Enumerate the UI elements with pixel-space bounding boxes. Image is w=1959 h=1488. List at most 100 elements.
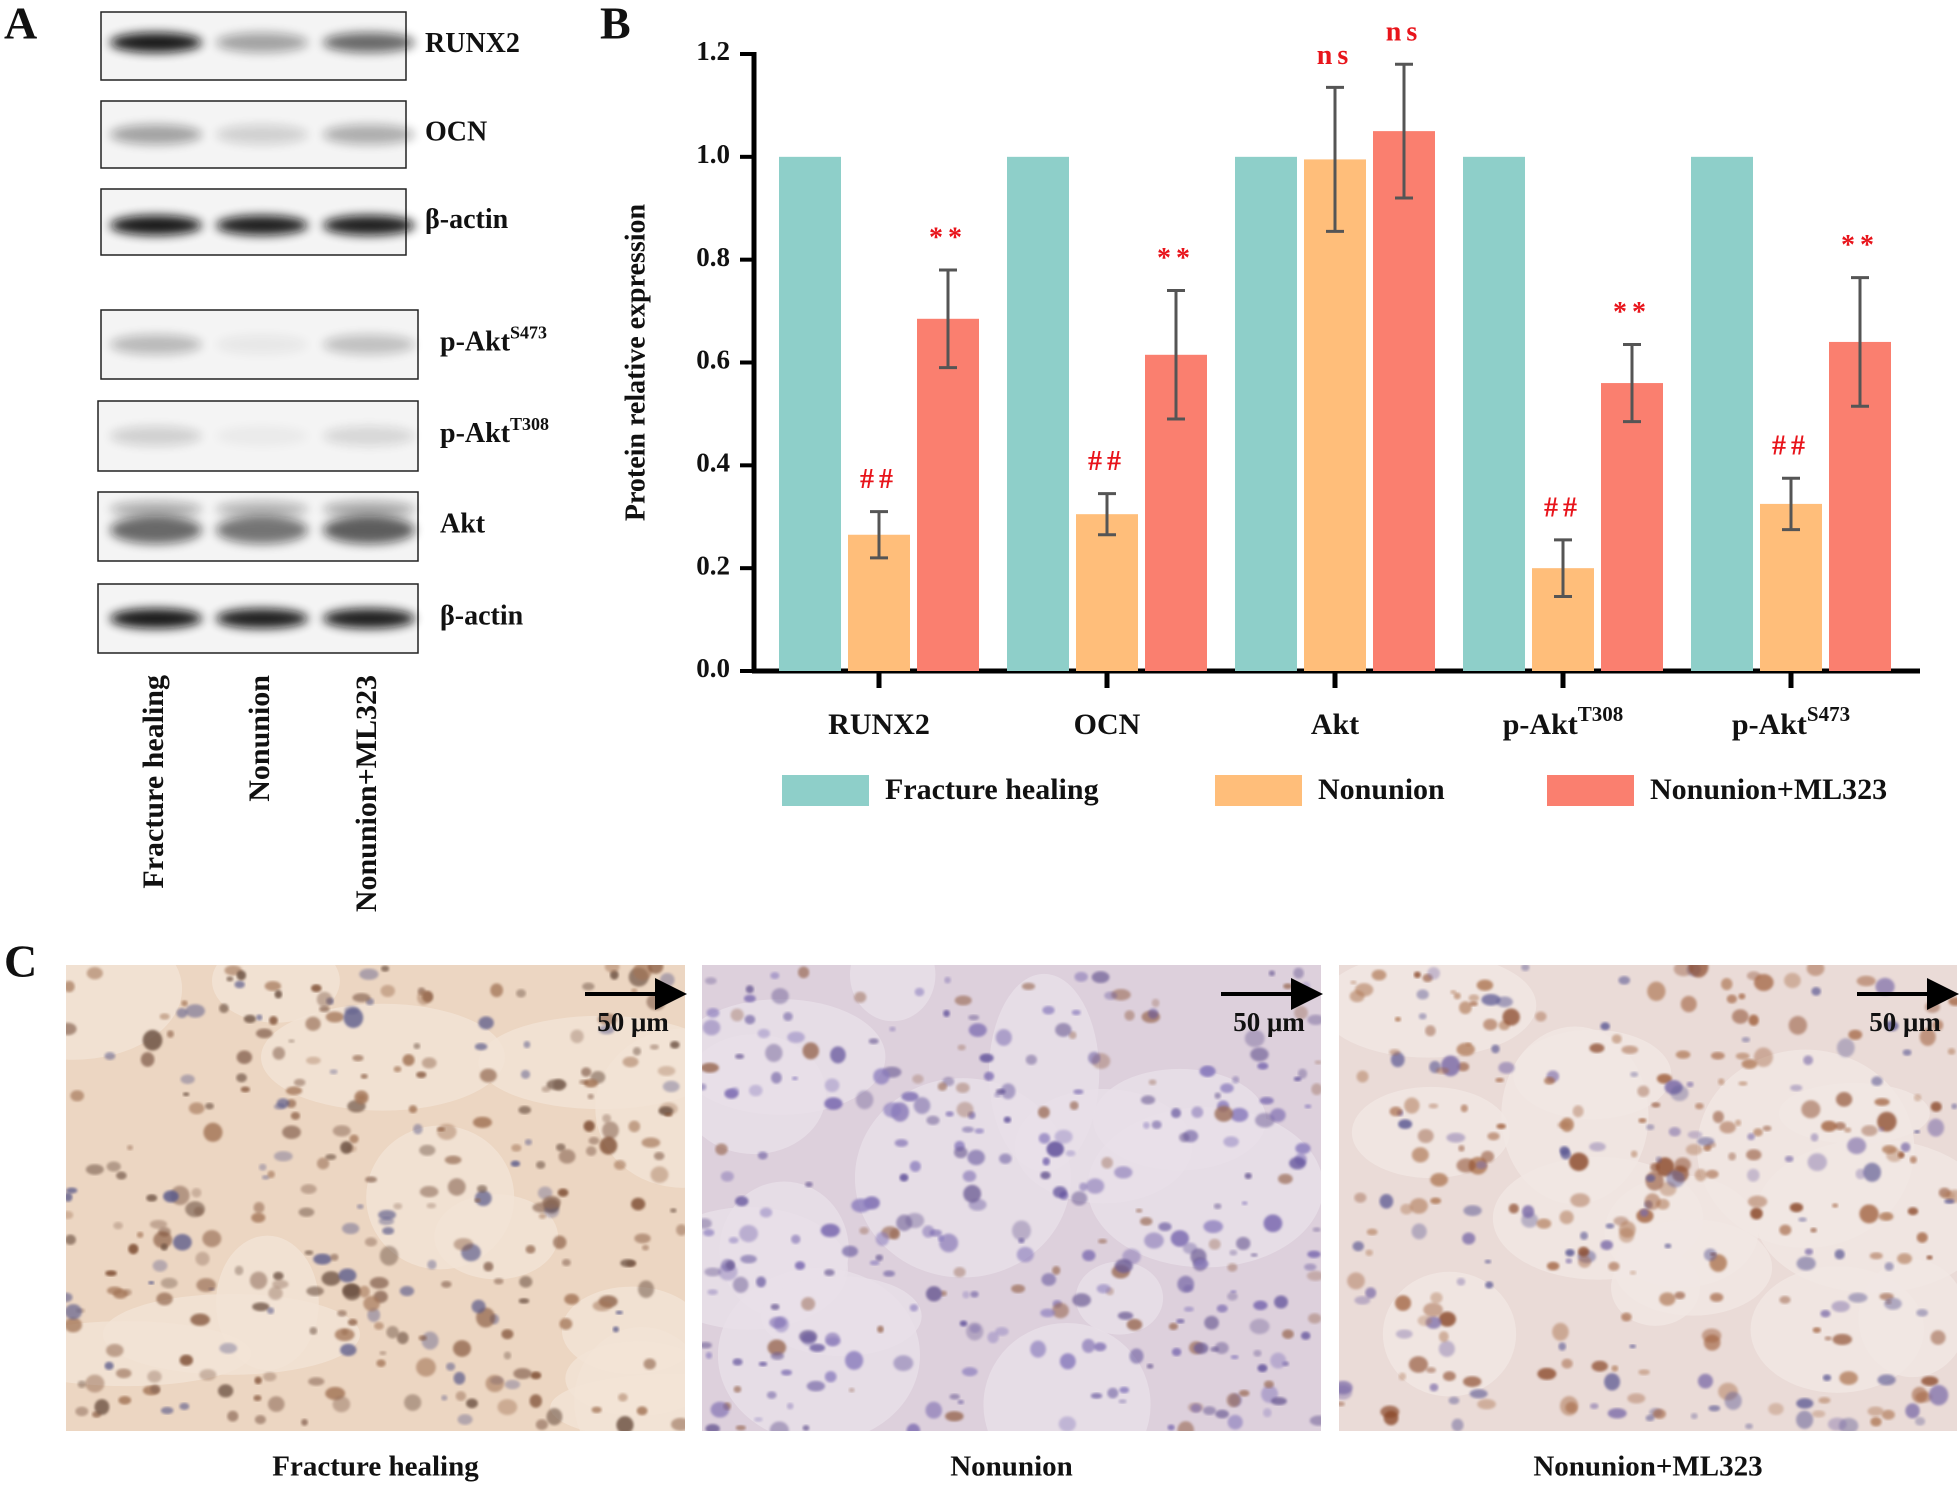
cell bbox=[702, 1019, 721, 1036]
error-bar bbox=[1554, 538, 1572, 598]
cell bbox=[1709, 1292, 1724, 1302]
tissue-patch bbox=[1613, 1219, 1773, 1316]
cell bbox=[524, 1138, 533, 1146]
cell bbox=[564, 1293, 580, 1305]
cell bbox=[1928, 1384, 1949, 1406]
cell bbox=[730, 1008, 744, 1022]
cell bbox=[1902, 1049, 1912, 1056]
cell bbox=[770, 1303, 780, 1310]
cell bbox=[86, 967, 103, 980]
cell bbox=[1011, 1284, 1026, 1294]
cell bbox=[1438, 1340, 1455, 1357]
cell bbox=[957, 1044, 966, 1051]
cell bbox=[1253, 1349, 1262, 1357]
cell bbox=[258, 1163, 267, 1171]
cell bbox=[319, 1006, 330, 1013]
significance-label: ** bbox=[1613, 297, 1651, 328]
cell bbox=[1468, 994, 1480, 1002]
cell bbox=[147, 1370, 162, 1383]
blot-band bbox=[110, 215, 202, 236]
cell bbox=[1788, 1015, 1808, 1035]
cell bbox=[1249, 1318, 1270, 1335]
cell bbox=[1167, 1424, 1175, 1431]
cell bbox=[1629, 1344, 1637, 1349]
cell bbox=[824, 1371, 837, 1383]
cell bbox=[995, 1029, 1012, 1046]
cell bbox=[148, 1280, 155, 1285]
cell bbox=[503, 1351, 512, 1360]
cell bbox=[664, 1112, 673, 1117]
cell bbox=[1668, 1127, 1681, 1137]
cell bbox=[1721, 978, 1733, 991]
cell bbox=[516, 989, 526, 998]
cell bbox=[1591, 1360, 1608, 1372]
cell bbox=[523, 1041, 531, 1049]
cell bbox=[66, 1022, 77, 1036]
cell bbox=[127, 1144, 134, 1151]
cell bbox=[1618, 975, 1631, 985]
cell bbox=[1637, 1085, 1650, 1097]
cell bbox=[602, 1121, 619, 1140]
cell bbox=[447, 1178, 466, 1196]
cell bbox=[710, 1401, 730, 1418]
cell bbox=[325, 1154, 337, 1160]
cell bbox=[1789, 1202, 1804, 1213]
cell bbox=[659, 972, 675, 987]
cell bbox=[1435, 1067, 1450, 1075]
blot-label-main: β-actin bbox=[425, 204, 509, 235]
cell bbox=[1745, 1423, 1753, 1430]
cell bbox=[1835, 1092, 1853, 1107]
cell bbox=[1753, 1047, 1773, 1068]
cell bbox=[472, 1116, 492, 1128]
cell bbox=[1456, 1277, 1466, 1286]
cell bbox=[85, 1164, 104, 1175]
cell bbox=[1171, 1347, 1182, 1357]
cell bbox=[1456, 1042, 1475, 1057]
cell bbox=[1798, 1217, 1807, 1222]
image-caption: Nonunion+ML323 bbox=[1533, 1451, 1762, 1483]
cell bbox=[1380, 1405, 1400, 1418]
cell bbox=[1003, 1116, 1012, 1123]
cell bbox=[1847, 1137, 1867, 1155]
cell bbox=[1068, 1031, 1077, 1040]
cell bbox=[1498, 1061, 1515, 1074]
cell bbox=[427, 1259, 437, 1270]
cell bbox=[999, 1153, 1012, 1164]
cell bbox=[1114, 1258, 1133, 1273]
cell bbox=[1796, 1410, 1814, 1429]
cell bbox=[797, 966, 810, 979]
cell bbox=[962, 1290, 970, 1299]
cell bbox=[1811, 987, 1821, 996]
cell bbox=[396, 1331, 409, 1345]
cell bbox=[1951, 1103, 1957, 1110]
cell bbox=[160, 1277, 178, 1289]
cell bbox=[1570, 1193, 1590, 1208]
cell bbox=[636, 1406, 648, 1416]
cell bbox=[868, 1038, 879, 1045]
blot-band bbox=[110, 124, 202, 145]
blot-band bbox=[323, 515, 415, 544]
cell bbox=[1741, 1059, 1758, 1069]
cell bbox=[1230, 1354, 1239, 1360]
cell bbox=[1365, 1249, 1373, 1257]
cell bbox=[70, 1090, 85, 1102]
blot-label-sup: S473 bbox=[510, 323, 547, 343]
cell bbox=[1487, 1132, 1500, 1141]
cell bbox=[851, 1198, 871, 1213]
cell bbox=[1308, 1313, 1321, 1324]
cell bbox=[877, 1325, 884, 1333]
cell bbox=[845, 1351, 864, 1370]
lane-label: Fracture healing bbox=[137, 675, 170, 889]
cell bbox=[316, 1157, 330, 1170]
cell bbox=[116, 1171, 127, 1180]
cell bbox=[1227, 1292, 1238, 1301]
cell bbox=[1404, 1097, 1420, 1114]
cell bbox=[704, 1267, 722, 1277]
cell bbox=[195, 1251, 210, 1266]
cell bbox=[1293, 967, 1304, 979]
cell bbox=[1907, 1207, 1919, 1216]
cell bbox=[1900, 1142, 1911, 1153]
cell bbox=[252, 1302, 270, 1312]
cell bbox=[382, 1227, 395, 1235]
cell bbox=[66, 980, 75, 993]
